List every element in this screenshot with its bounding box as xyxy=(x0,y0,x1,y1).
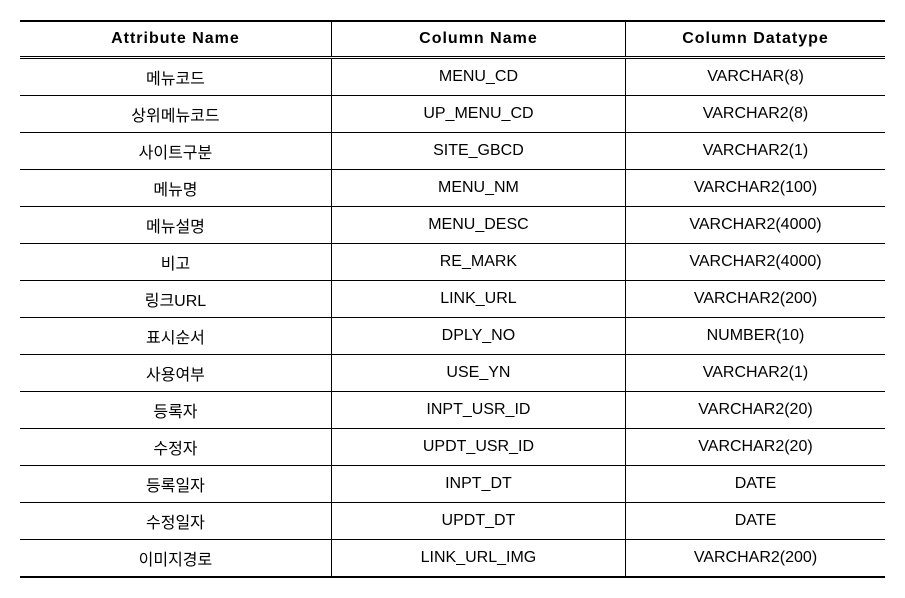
cell-datatype: VARCHAR2(20) xyxy=(625,392,885,429)
header-column-datatype: Column Datatype xyxy=(625,21,885,58)
cell-column: USE_YN xyxy=(331,355,625,392)
cell-attribute: 수정자 xyxy=(20,429,331,466)
table-row: 비고 RE_MARK VARCHAR2(4000) xyxy=(20,244,885,281)
table-body: 메뉴코드 MENU_CD VARCHAR(8) 상위메뉴코드 UP_MENU_C… xyxy=(20,58,885,578)
cell-column: MENU_DESC xyxy=(331,207,625,244)
cell-attribute: 메뉴명 xyxy=(20,170,331,207)
table-header: Attribute Name Column Name Column Dataty… xyxy=(20,21,885,58)
schema-table: Attribute Name Column Name Column Dataty… xyxy=(20,20,885,578)
cell-datatype: VARCHAR2(1) xyxy=(625,355,885,392)
cell-column: MENU_CD xyxy=(331,58,625,96)
cell-datatype: VARCHAR2(8) xyxy=(625,96,885,133)
cell-datatype: VARCHAR(8) xyxy=(625,58,885,96)
cell-attribute: 표시순서 xyxy=(20,318,331,355)
table-row: 이미지경로 LINK_URL_IMG VARCHAR2(200) xyxy=(20,540,885,578)
table-row: 메뉴설명 MENU_DESC VARCHAR2(4000) xyxy=(20,207,885,244)
cell-column: MENU_NM xyxy=(331,170,625,207)
cell-column: UPDT_DT xyxy=(331,503,625,540)
cell-datatype: VARCHAR2(4000) xyxy=(625,207,885,244)
cell-datatype: DATE xyxy=(625,466,885,503)
cell-column: UPDT_USR_ID xyxy=(331,429,625,466)
cell-datatype: VARCHAR2(100) xyxy=(625,170,885,207)
cell-attribute: 메뉴코드 xyxy=(20,58,331,96)
cell-datatype: VARCHAR2(20) xyxy=(625,429,885,466)
cell-column: SITE_GBCD xyxy=(331,133,625,170)
cell-attribute: 수정일자 xyxy=(20,503,331,540)
header-attribute-name: Attribute Name xyxy=(20,21,331,58)
cell-datatype: VARCHAR2(4000) xyxy=(625,244,885,281)
cell-datatype: NUMBER(10) xyxy=(625,318,885,355)
cell-datatype: VARCHAR2(200) xyxy=(625,281,885,318)
cell-attribute: 메뉴설명 xyxy=(20,207,331,244)
cell-attribute: 링크URL xyxy=(20,281,331,318)
table-row: 상위메뉴코드 UP_MENU_CD VARCHAR2(8) xyxy=(20,96,885,133)
cell-column: RE_MARK xyxy=(331,244,625,281)
cell-attribute: 등록일자 xyxy=(20,466,331,503)
cell-attribute: 사이트구분 xyxy=(20,133,331,170)
cell-column: INPT_DT xyxy=(331,466,625,503)
table-row: 메뉴코드 MENU_CD VARCHAR(8) xyxy=(20,58,885,96)
cell-attribute: 이미지경로 xyxy=(20,540,331,578)
cell-column: DPLY_NO xyxy=(331,318,625,355)
cell-attribute: 등록자 xyxy=(20,392,331,429)
table-row: 수정자 UPDT_USR_ID VARCHAR2(20) xyxy=(20,429,885,466)
header-column-name: Column Name xyxy=(331,21,625,58)
table-row: 등록일자 INPT_DT DATE xyxy=(20,466,885,503)
cell-column: LINK_URL_IMG xyxy=(331,540,625,578)
cell-datatype: VARCHAR2(200) xyxy=(625,540,885,578)
table-row: 링크URL LINK_URL VARCHAR2(200) xyxy=(20,281,885,318)
cell-datatype: VARCHAR2(1) xyxy=(625,133,885,170)
table-row: 사이트구분 SITE_GBCD VARCHAR2(1) xyxy=(20,133,885,170)
cell-attribute: 비고 xyxy=(20,244,331,281)
cell-attribute: 사용여부 xyxy=(20,355,331,392)
table-row: 메뉴명 MENU_NM VARCHAR2(100) xyxy=(20,170,885,207)
cell-attribute: 상위메뉴코드 xyxy=(20,96,331,133)
cell-column: LINK_URL xyxy=(331,281,625,318)
table-row: 등록자 INPT_USR_ID VARCHAR2(20) xyxy=(20,392,885,429)
table-row: 수정일자 UPDT_DT DATE xyxy=(20,503,885,540)
cell-datatype: DATE xyxy=(625,503,885,540)
table-row: 사용여부 USE_YN VARCHAR2(1) xyxy=(20,355,885,392)
cell-column: UP_MENU_CD xyxy=(331,96,625,133)
table-row: 표시순서 DPLY_NO NUMBER(10) xyxy=(20,318,885,355)
cell-column: INPT_USR_ID xyxy=(331,392,625,429)
